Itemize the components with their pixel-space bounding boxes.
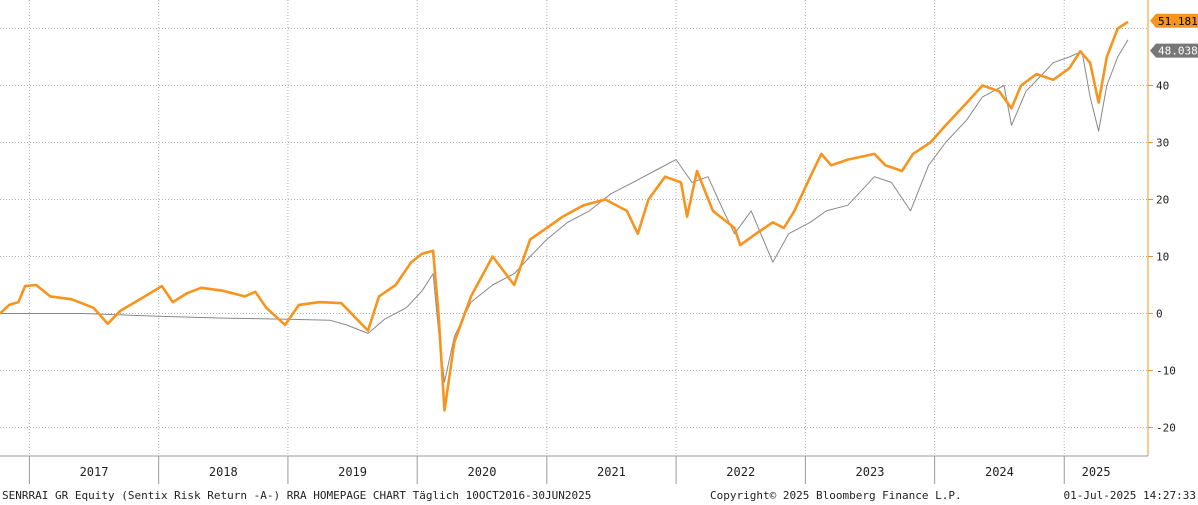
y-tick-label: 40	[1156, 80, 1169, 93]
footer-description: SENRRAI GR Equity (Sentix Risk Return -A…	[2, 489, 592, 502]
line-chart: 2017 2018 2019 2020 2021 2022 2023 2024 2025 -20 -…	[0, 0, 1198, 484]
x-tick-label: 2019	[338, 465, 367, 479]
series-line-benchmark	[0, 39, 1129, 383]
series-line-sentix	[0, 20, 1129, 412]
x-tick-label: 2024	[985, 465, 1014, 479]
x-tick-label: 2025	[1082, 465, 1111, 479]
x-tick-label: 2023	[856, 465, 885, 479]
y-tick-label: 10	[1156, 251, 1169, 264]
x-tick-label: 2022	[726, 465, 755, 479]
last-value-label-sentix: 51.181	[1158, 15, 1198, 28]
x-tick-label: 2018	[209, 465, 238, 479]
footer-timestamp: 01-Jul-2025 14:27:33	[1063, 489, 1196, 502]
footer-copyright: Copyright© 2025 Bloomberg Finance L.P.	[710, 489, 962, 502]
y-tick-label: 20	[1156, 194, 1169, 207]
y-tick-label: -20	[1156, 422, 1176, 435]
y-tick-label: -10	[1156, 365, 1176, 378]
last-value-label-benchmark: 48.038	[1158, 45, 1198, 58]
y-tick-label: 30	[1156, 137, 1169, 150]
last-value-tag-sentix	[1150, 13, 1198, 28]
x-tick-label: 2017	[80, 465, 109, 479]
x-tick-label: 2020	[468, 465, 497, 479]
y-tick-label: 0	[1156, 308, 1163, 321]
x-tick-label: 2021	[597, 465, 626, 479]
last-value-tag-benchmark	[1150, 43, 1198, 58]
